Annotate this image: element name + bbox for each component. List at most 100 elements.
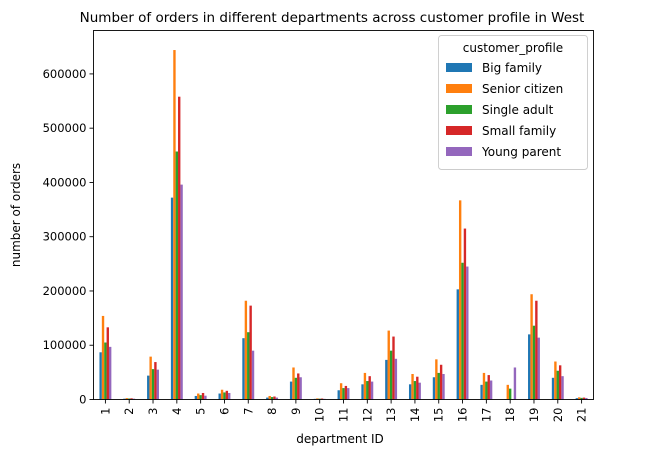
x-tick-label: 17 xyxy=(479,408,493,423)
bar xyxy=(508,388,512,400)
legend: customer_profile Big family Senior citize… xyxy=(438,35,588,170)
bar xyxy=(554,361,557,400)
y-tick-label: 200000 xyxy=(43,284,87,298)
bar xyxy=(366,381,369,400)
y-axis-label: number of orders xyxy=(9,163,23,267)
x-axis: 1 2 3 4 5 6 7 8 9 10 11 12 13 14 15 16 17 18 19 20 21 xyxy=(98,399,589,423)
x-tick-label: 10 xyxy=(313,408,327,423)
bar xyxy=(225,390,229,400)
bar xyxy=(575,398,579,400)
bar xyxy=(251,350,255,400)
legend-swatch xyxy=(446,105,472,114)
x-tick-label: 2 xyxy=(122,408,136,415)
bar xyxy=(432,377,436,400)
bar xyxy=(270,397,274,400)
x-tick-label: 9 xyxy=(289,408,303,415)
bar xyxy=(201,392,205,400)
bar xyxy=(482,372,486,400)
bar xyxy=(580,397,583,400)
x-tick-label: 7 xyxy=(241,408,255,415)
bar xyxy=(320,398,324,400)
bar xyxy=(394,358,398,400)
bar xyxy=(154,362,157,400)
bar xyxy=(413,381,417,400)
y-tick-label: 600000 xyxy=(43,67,87,81)
bar xyxy=(297,373,300,400)
bar xyxy=(266,397,269,400)
bar xyxy=(582,397,586,400)
bar xyxy=(173,50,176,400)
bar xyxy=(249,305,252,400)
x-tick-label: 8 xyxy=(265,408,279,415)
bar xyxy=(506,384,509,400)
y-tick-label: 500000 xyxy=(43,121,87,135)
bar xyxy=(368,376,371,400)
bar xyxy=(513,367,517,400)
bar xyxy=(363,372,367,400)
bar xyxy=(289,381,293,400)
bar xyxy=(551,377,555,400)
x-tick-label: 18 xyxy=(503,408,517,423)
x-tick-label: 4 xyxy=(170,408,184,415)
bar xyxy=(220,389,224,400)
bar xyxy=(489,380,493,400)
bar xyxy=(528,334,531,400)
bar xyxy=(204,395,207,400)
bar xyxy=(294,377,298,400)
x-tick-label: 14 xyxy=(408,408,422,423)
bar xyxy=(151,369,155,400)
bar xyxy=(458,200,462,400)
legend-swatch xyxy=(446,84,472,93)
bar xyxy=(273,396,276,400)
legend-label: Big family xyxy=(482,61,542,75)
bar xyxy=(106,327,109,400)
bar xyxy=(125,398,129,400)
bar xyxy=(104,342,107,400)
bar xyxy=(194,395,198,400)
bar xyxy=(244,300,248,400)
bar xyxy=(485,381,488,400)
bar xyxy=(530,294,533,400)
bar xyxy=(558,365,562,400)
bar xyxy=(418,382,421,400)
bar xyxy=(556,370,559,400)
bar xyxy=(175,151,179,400)
bar xyxy=(487,375,490,400)
y-axis: 0 100000 200000 300000 400000 500000 600000 xyxy=(43,67,94,407)
x-tick-label: 19 xyxy=(527,408,541,423)
legend-label: Young parent xyxy=(481,145,561,159)
bar xyxy=(299,377,302,400)
y-tick-label: 100000 xyxy=(43,338,87,352)
bar xyxy=(463,228,467,400)
bar xyxy=(147,375,150,400)
bar xyxy=(411,373,414,400)
x-tick-label: 5 xyxy=(194,408,208,415)
bar xyxy=(128,398,131,400)
bar xyxy=(275,397,279,400)
bar xyxy=(408,384,412,400)
legend-title: customer_profile xyxy=(463,41,563,55)
bar xyxy=(130,398,133,400)
x-tick-label: 12 xyxy=(360,408,374,423)
x-tick-label: 20 xyxy=(551,408,565,423)
bar xyxy=(442,373,445,400)
x-tick-label: 21 xyxy=(575,408,589,423)
x-tick-label: 16 xyxy=(456,408,470,423)
bar xyxy=(416,376,419,400)
legend-swatch xyxy=(446,63,472,72)
x-tick-label: 1 xyxy=(98,408,112,415)
bar xyxy=(535,300,538,400)
bar xyxy=(387,330,390,400)
bar xyxy=(101,315,105,400)
legend-label: Senior citizen xyxy=(482,82,563,96)
bar xyxy=(537,337,540,400)
y-tick-label: 300000 xyxy=(43,230,87,244)
bar xyxy=(392,336,395,400)
bar xyxy=(292,367,295,400)
y-tick-label: 0 xyxy=(79,393,86,407)
x-tick-label: 6 xyxy=(217,408,231,415)
x-tick-label: 13 xyxy=(384,408,398,423)
bar xyxy=(247,332,250,400)
bar xyxy=(435,359,438,400)
